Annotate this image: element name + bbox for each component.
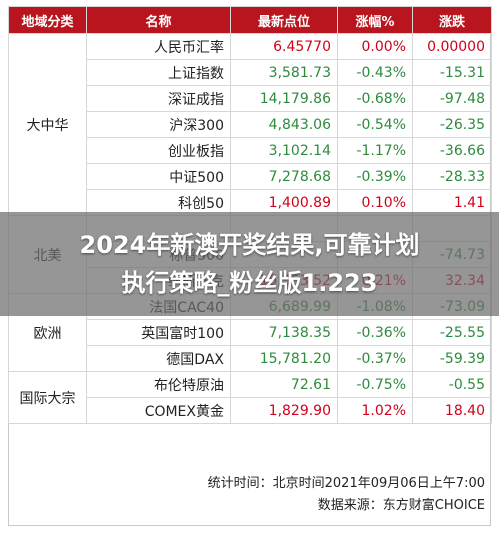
pct-cell: -0.68%: [337, 85, 413, 112]
table-row: 中证500 7,278.68 -0.39% -28.33: [9, 163, 492, 190]
last-cell: 72.61: [230, 371, 338, 398]
last-cell: 7,138.35: [230, 319, 338, 346]
header-name: 名称: [86, 6, 231, 34]
table-row: 德国DAX 15,781.20 -0.37% -59.39: [9, 345, 492, 372]
table-row: 沪深300 4,843.06 -0.54% -26.35: [9, 111, 492, 138]
data-source: 数据来源：东方财富CHOICE: [317, 498, 485, 513]
last-cell: 14,179.86: [230, 85, 338, 112]
chg-cell: 18.40: [412, 397, 492, 424]
chg-cell: -59.39: [412, 345, 492, 372]
name-cell: 德国DAX: [86, 345, 231, 372]
table-row: 国际大宗 布伦特原油 72.61 -0.75% -0.55: [8, 371, 492, 424]
chg-cell: -28.33: [412, 163, 492, 190]
last-cell: 6.45770: [230, 33, 338, 60]
chg-cell: -97.48: [412, 85, 492, 112]
region-cell: 国际大宗: [8, 371, 87, 424]
chg-cell: -26.35: [412, 111, 492, 138]
table-row: 创业板指 3,102.14 -1.17% -36.66: [9, 137, 492, 164]
header-region: 地域分类: [8, 6, 87, 34]
header-chg: 涨跌: [412, 6, 492, 34]
name-cell: COMEX黄金: [86, 397, 231, 424]
table-row: COMEX黄金 1,829.90 1.02% 18.40: [9, 397, 492, 424]
header-pct: 涨幅%: [337, 6, 413, 34]
pct-cell: 0.10%: [337, 189, 413, 216]
last-cell: 3,581.73: [230, 59, 338, 86]
name-cell: 上证指数: [86, 59, 231, 86]
banner-line-1: 2024年新澳开奖结果,可靠计划: [79, 231, 420, 259]
name-cell: 科创50: [86, 189, 231, 216]
stats-time: 统计时间：北京时间2021年09月06日上午7:00: [207, 476, 485, 491]
name-cell: 布伦特原油: [86, 371, 231, 398]
header-last: 最新点位: [230, 6, 338, 34]
name-cell: 中证500: [86, 163, 231, 190]
banner-line-2: 执行策略_粉丝版1.223: [121, 269, 378, 297]
pct-cell: -0.39%: [337, 163, 413, 190]
pct-cell: -1.17%: [337, 137, 413, 164]
last-cell: 7,278.68: [230, 163, 338, 190]
chg-cell: -0.55: [412, 371, 492, 398]
chg-cell: -25.55: [412, 319, 492, 346]
pct-cell: -0.37%: [337, 345, 413, 372]
name-cell: 深证成指: [86, 85, 231, 112]
last-cell: 15,781.20: [230, 345, 338, 372]
name-cell: 英国富时100: [86, 319, 231, 346]
last-cell: 1,829.90: [230, 397, 338, 424]
chg-cell: 0.00000: [412, 33, 492, 60]
pct-cell: 1.02%: [337, 397, 413, 424]
region-cell: 大中华: [8, 33, 87, 216]
pct-cell: -0.43%: [337, 59, 413, 86]
name-cell: 沪深300: [86, 111, 231, 138]
pct-cell: -0.75%: [337, 371, 413, 398]
last-cell: 4,843.06: [230, 111, 338, 138]
table-row: 深证成指 14,179.86 -0.68% -97.48: [9, 85, 492, 112]
last-cell: 1,400.89: [230, 189, 338, 216]
pct-cell: -0.54%: [337, 111, 413, 138]
header-row: 地域分类 名称 最新点位 涨幅% 涨跌: [8, 6, 492, 34]
table-row: 大中华 人民币汇率 6.45770 0.00% 0.00000: [8, 33, 492, 216]
name-cell: 创业板指: [86, 137, 231, 164]
name-cell: 人民币汇率: [86, 33, 231, 60]
chg-cell: -15.31: [412, 59, 492, 86]
pct-cell: 0.00%: [337, 33, 413, 60]
chg-cell: -36.66: [412, 137, 492, 164]
table-row: 上证指数 3,581.73 -0.43% -15.31: [9, 59, 492, 86]
table-row: 科创50 1,400.89 0.10% 1.41: [9, 189, 492, 216]
pct-cell: -0.36%: [337, 319, 413, 346]
last-cell: 3,102.14: [230, 137, 338, 164]
overlay-banner: 2024年新澳开奖结果,可靠计划 执行策略_粉丝版1.223: [0, 212, 499, 316]
